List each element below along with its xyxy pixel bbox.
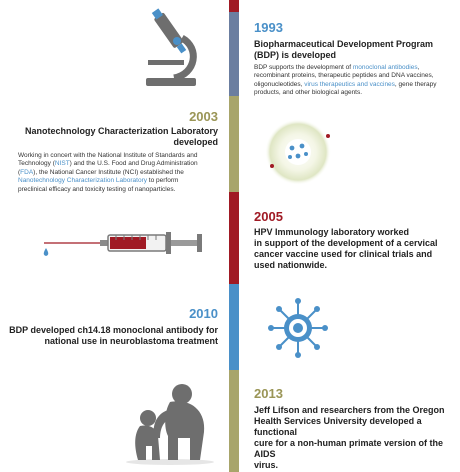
timeline-segment-1993 xyxy=(229,0,239,96)
link-monoclonal-antibodies[interactable]: monoclonal antibodies xyxy=(352,64,418,71)
event-title-1993: Biopharmaceutical Development Program (B… xyxy=(254,39,454,61)
syringe-icon xyxy=(43,232,202,256)
event-text-line: Health Services University developed a f… xyxy=(254,416,422,437)
event-body-line: oligonucleotides, virus therapeutics and… xyxy=(254,80,437,88)
virus-icon xyxy=(268,298,328,358)
event-text-2013: Jeff Lifson and researchers from the Ore… xyxy=(254,405,460,471)
event-body-line: Working in concert with the National Ins… xyxy=(18,152,198,159)
microscope-icon xyxy=(146,8,197,86)
event-text-line: HPV Immunology laboratory worked xyxy=(254,227,410,237)
timeline-segment-2010 xyxy=(229,284,239,370)
event-title-line: (BDP) is developed xyxy=(254,50,337,60)
event-title-line: Nanotechnology Characterization Laborato… xyxy=(24,126,218,136)
link-ncl[interactable]: Nanotechnology Characterization Laborato… xyxy=(18,177,147,185)
event-title-line: Biopharmaceutical Development Program xyxy=(254,39,434,49)
primates-icon xyxy=(126,384,214,465)
event-body-line: recombinant proteins, therapeutic peptid… xyxy=(254,72,434,80)
timeline-segment-2013 xyxy=(229,370,239,472)
event-year-1993: 1993 xyxy=(254,20,283,35)
event-body-line: preclinical efficacy and toxicity testin… xyxy=(18,185,176,193)
event-body-line: Nanotechnology Characterization Laborato… xyxy=(18,177,179,185)
event-text-line: BDP developed ch14.18 monoclonal antibod… xyxy=(9,325,218,335)
timeline-segment-2003 xyxy=(229,96,239,192)
event-body-line: Technology (NIST) and the U.S. Food and … xyxy=(18,160,198,168)
event-text-line: cure for a non-human primate version of … xyxy=(254,438,444,459)
event-body-line: (FDA), the National Cancer Institute (NC… xyxy=(18,168,184,176)
event-title-2003: Nanotechnology Characterization Laborato… xyxy=(2,126,218,148)
link-nist[interactable]: NIST xyxy=(54,160,70,168)
timeline-top-tip xyxy=(229,0,239,12)
event-body-1993: BDP supports the development of monoclon… xyxy=(254,64,459,98)
event-text-line: virus. xyxy=(254,460,279,470)
link-virus-therapeutics[interactable]: virus therapeutics and vaccines xyxy=(304,80,395,88)
event-title-line: developed xyxy=(173,137,218,147)
timeline-segment-2005 xyxy=(229,192,239,284)
event-body-line: products, and other biological agents. xyxy=(254,89,363,97)
event-text-line: cancer vaccine used for clinical trials … xyxy=(254,249,433,259)
event-text-2005: HPV Immunology laboratory worked in supp… xyxy=(254,227,458,271)
link-fda[interactable]: FDA xyxy=(20,168,34,176)
event-year-2010: 2010 xyxy=(189,306,218,321)
nanoparticle-icon xyxy=(265,119,331,185)
event-body-line: BDP supports the development of monoclon… xyxy=(254,64,420,71)
event-body-2003: Working in concert with the National Ins… xyxy=(18,152,224,194)
event-text-line: national use in neuroblastoma treatment xyxy=(44,336,218,346)
event-text-line: in support of the development of a cervi… xyxy=(254,238,438,248)
event-text-2010: BDP developed ch14.18 monoclonal antibod… xyxy=(2,325,218,347)
event-text-line: used nationwide. xyxy=(254,260,328,270)
event-text-line: Jeff Lifson and researchers from the Ore… xyxy=(254,405,445,415)
event-year-2013: 2013 xyxy=(254,386,283,401)
event-year-2005: 2005 xyxy=(254,209,283,224)
event-year-2003: 2003 xyxy=(189,109,218,124)
